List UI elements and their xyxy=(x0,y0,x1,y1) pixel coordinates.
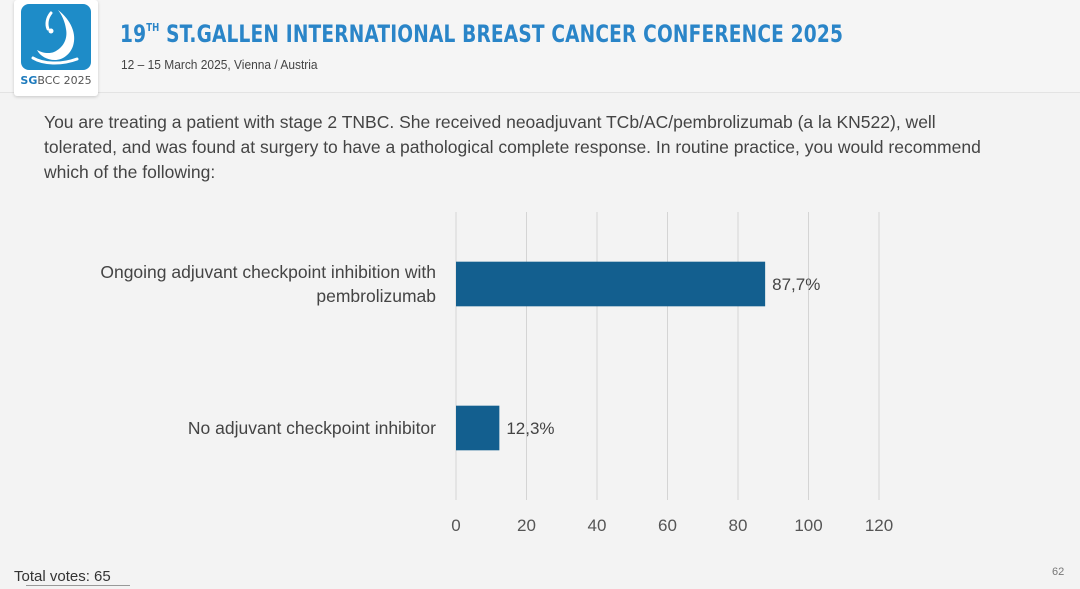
logo-label: SGBCC 2025 xyxy=(20,74,92,87)
category-label: No adjuvant checkpoint inhibitor xyxy=(188,418,436,438)
conference-subtitle: 12 – 15 March 2025, Vienna / Austria xyxy=(121,57,318,72)
title-text: ST.GALLEN INTERNATIONAL BREAST CANCER CO… xyxy=(159,20,844,48)
logo-mark xyxy=(21,4,91,70)
bar xyxy=(456,261,766,307)
data-label: 87,7% xyxy=(772,275,820,294)
slide-number: 62 xyxy=(1052,566,1065,578)
x-tick-label: 100 xyxy=(794,516,822,535)
poll-question: You are treating a patient with stage 2 … xyxy=(44,112,981,182)
title-ordinal: TH xyxy=(146,21,160,34)
x-tick-label: 20 xyxy=(517,516,536,535)
data-label: 12,3% xyxy=(506,419,554,438)
bar xyxy=(456,405,500,451)
title-number: 19 xyxy=(120,20,147,48)
x-tick-label: 40 xyxy=(588,516,607,535)
total-votes: Total votes: 65 xyxy=(14,568,111,585)
x-tick-label: 120 xyxy=(865,516,893,535)
total-votes-underline xyxy=(26,585,130,586)
conference-header: SGBCC 2025 19TH ST.GALLEN INTERNATIONAL … xyxy=(0,0,1080,96)
category-label: pembrolizumab xyxy=(316,286,436,306)
sgbcc-logo: SGBCC 2025 xyxy=(14,0,98,96)
conference-title: 19TH ST.GALLEN INTERNATIONAL BREAST CANC… xyxy=(120,20,843,48)
x-tick-label: 80 xyxy=(729,516,748,535)
x-tick-label: 60 xyxy=(658,516,677,535)
x-tick-label: 0 xyxy=(451,516,460,535)
category-label: Ongoing adjuvant checkpoint inhibition w… xyxy=(100,262,436,282)
breast-ribbon-icon xyxy=(31,10,79,65)
